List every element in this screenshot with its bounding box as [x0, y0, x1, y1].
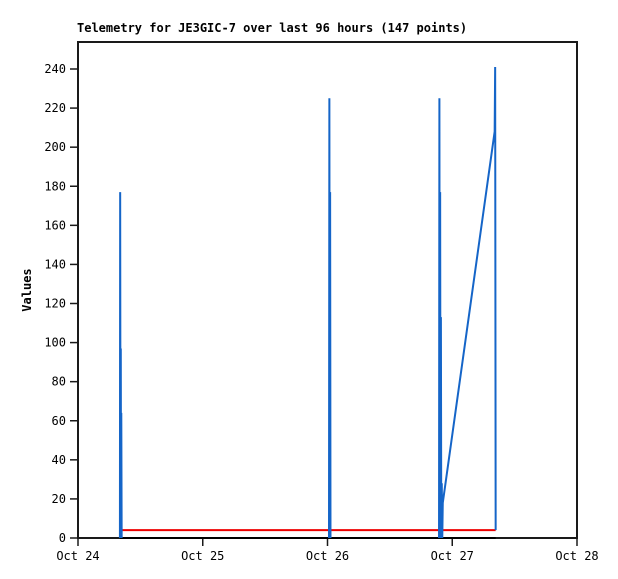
y-tick-label: 220 [44, 101, 66, 115]
y-tick-label: 80 [52, 375, 66, 389]
series-line-telemetry-channel-blue [118, 192, 123, 539]
y-tick-label: 140 [44, 257, 66, 271]
x-tick-label: Oct 27 [431, 549, 474, 563]
y-tick-label: 40 [52, 453, 66, 467]
plot-frame [77, 41, 578, 539]
y-tick-label: 160 [44, 218, 66, 232]
series-line-telemetry-channel-blue [328, 98, 332, 539]
y-tick-label: 180 [44, 179, 66, 193]
y-tick-label: 120 [44, 297, 66, 311]
x-tick-label: Oct 26 [306, 549, 349, 563]
x-tick-label: Oct 24 [56, 549, 99, 563]
x-tick-label: Oct 25 [181, 549, 224, 563]
chart-title: Telemetry for JE3GIC-7 over last 96 hour… [77, 21, 468, 35]
x-tick-label: Oct 28 [555, 549, 598, 563]
y-tick-label: 200 [44, 140, 66, 154]
y-tick-label: 100 [44, 336, 66, 350]
y-tick-label: 60 [52, 414, 66, 428]
series-line-telemetry-channel-blue [438, 67, 497, 539]
y-axis-title: Values [20, 268, 34, 311]
y-tick-label: 240 [44, 62, 66, 76]
y-tick-label: 0 [59, 531, 66, 545]
y-tick-label: 20 [52, 492, 66, 506]
